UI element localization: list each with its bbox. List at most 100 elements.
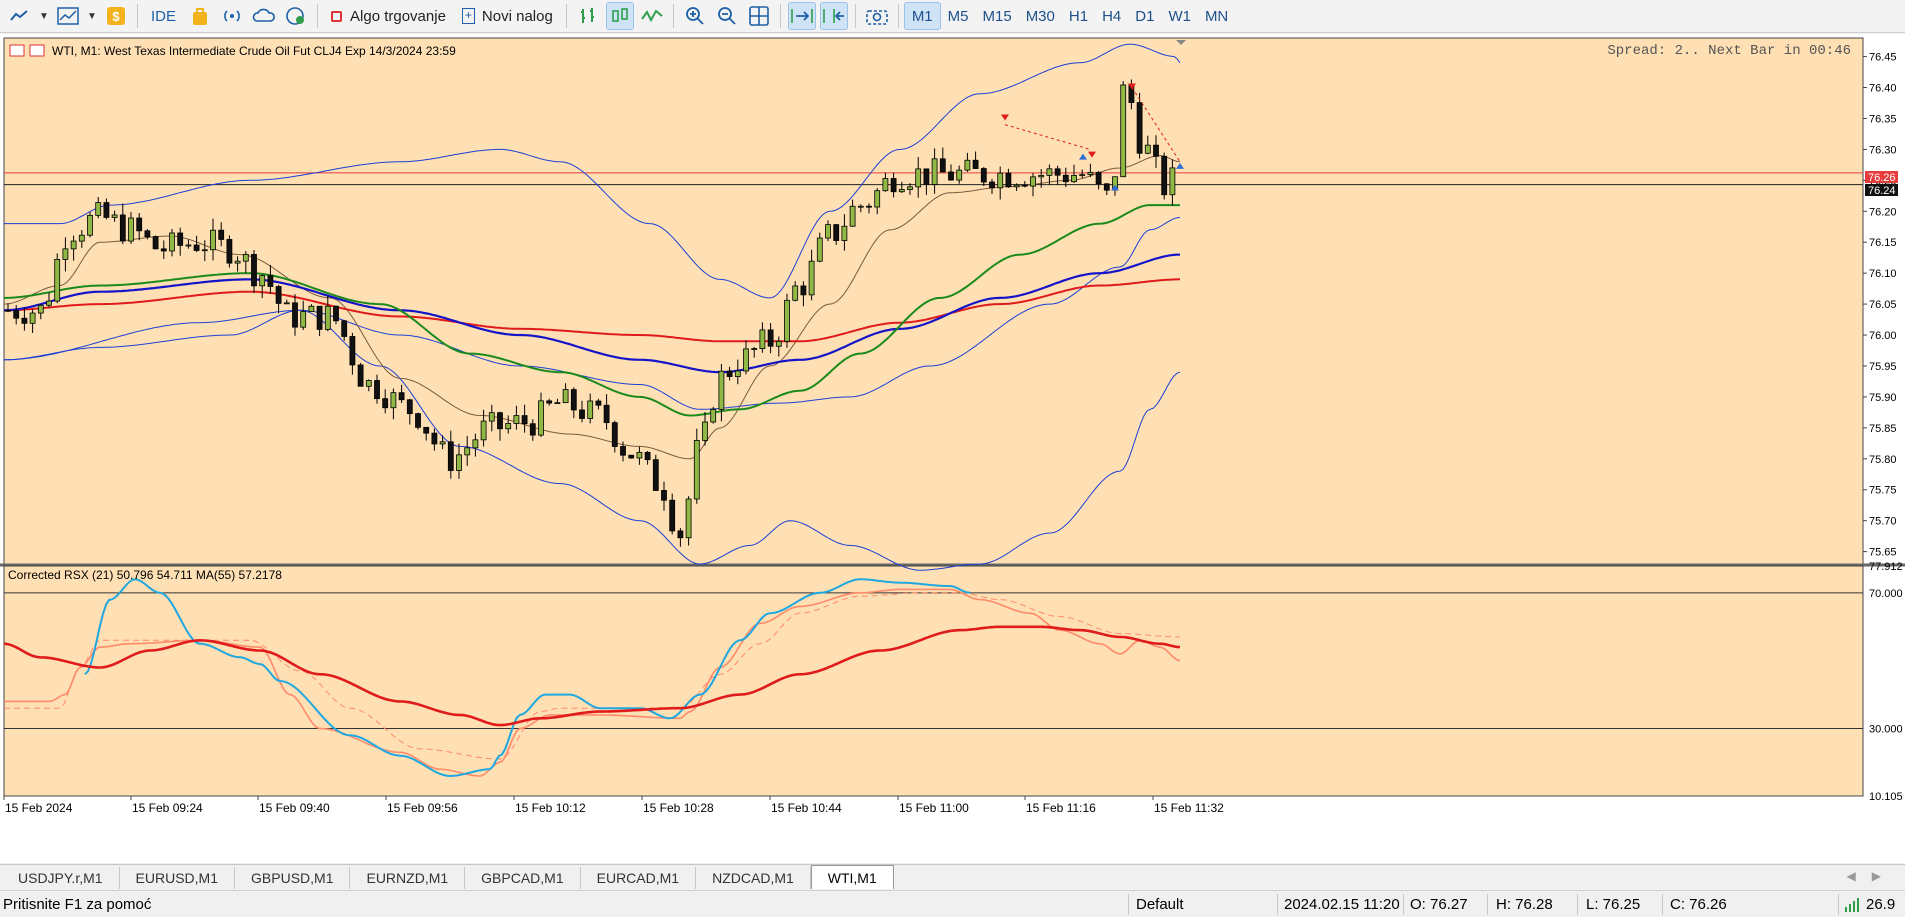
chart-list-icon[interactable] xyxy=(9,44,25,57)
symbol-tab[interactable]: WTI,M1 xyxy=(810,865,894,889)
globe-icon[interactable] xyxy=(282,2,310,30)
time-tick-label: 15 Feb 11:16 xyxy=(1026,801,1096,815)
chart-title: WTI, M1: West Texas Intermediate Crude O… xyxy=(52,44,456,58)
bull-candle xyxy=(964,159,971,171)
price-tick-label: 75.75 xyxy=(1869,485,1897,497)
bag-icon[interactable] xyxy=(186,2,214,30)
toolbar-separator xyxy=(317,4,319,28)
tab-scroll-arrows-icon[interactable]: ◀▶ xyxy=(1846,869,1897,883)
new-order-button[interactable]: + Novi nalog xyxy=(456,2,559,30)
zoom-out-icon[interactable] xyxy=(713,2,741,30)
sell-arrow-icon xyxy=(1001,114,1009,121)
bear-candle xyxy=(103,202,110,218)
price-tick-label: 75.90 xyxy=(1869,392,1897,404)
time-tick-label: 15 Feb 11:32 xyxy=(1154,801,1224,815)
timeframe-w1[interactable]: W1 xyxy=(1168,7,1191,25)
timeframe-m5[interactable]: M5 xyxy=(947,7,969,25)
chart-canvas[interactable]: 76.4576.4076.3576.3076.2576.2076.1576.10… xyxy=(0,34,1905,863)
price-tick-label: 76.00 xyxy=(1869,330,1897,342)
bear-candle xyxy=(726,370,733,377)
price-tag-ask: 76.24 xyxy=(1865,184,1898,197)
dropdown-arrow-icon[interactable]: ▼ xyxy=(87,10,97,22)
symbol-tab[interactable]: EURNZD,M1 xyxy=(350,867,466,889)
bull-candle xyxy=(324,305,331,330)
zoom-in-icon[interactable] xyxy=(681,2,709,30)
bull-candle xyxy=(242,254,249,262)
chart-shift-icon[interactable] xyxy=(819,2,848,30)
bear-candle xyxy=(989,181,995,189)
timeframe-d1[interactable]: D1 xyxy=(1135,7,1155,25)
bull-candle xyxy=(308,305,315,312)
timeframe-h1[interactable]: H1 xyxy=(1068,7,1089,25)
bull-candle xyxy=(685,498,692,539)
time-tick-label: 15 Feb 09:24 xyxy=(132,801,203,815)
bull-candle xyxy=(95,202,102,216)
price-tick-label: 76.15 xyxy=(1869,237,1897,249)
dropdown-arrow-icon[interactable]: ▼ xyxy=(39,10,49,22)
candlestick-chart-icon[interactable] xyxy=(605,2,634,30)
chart-type-icon[interactable] xyxy=(6,2,34,30)
signal-icon[interactable] xyxy=(218,2,246,30)
symbol-tab[interactable]: GBPCAD,M1 xyxy=(465,867,581,889)
time-tick-label: 15 Feb 10:44 xyxy=(771,801,842,815)
envelope-line xyxy=(4,217,1181,410)
line-chart-icon[interactable] xyxy=(638,2,666,30)
bull-candle xyxy=(300,311,307,328)
svg-text:$: $ xyxy=(112,9,120,24)
dollar-icon[interactable]: $ xyxy=(102,2,130,30)
price-tick-label: 75.70 xyxy=(1869,516,1897,528)
toolbar-separator xyxy=(779,4,781,28)
time-tick-label: 15 Feb 2024 xyxy=(5,801,73,815)
bull-candle xyxy=(283,302,290,305)
bear-candle xyxy=(423,426,430,434)
bear-candle xyxy=(5,309,11,312)
bull-candle xyxy=(472,439,479,449)
timeframe-m15[interactable]: M15 xyxy=(982,7,1012,25)
bull-candle xyxy=(931,158,938,185)
chart-properties-icon[interactable] xyxy=(29,44,45,57)
connection-signal-icon[interactable] xyxy=(1845,898,1859,916)
bull-candle xyxy=(898,189,905,193)
timeframe-m30[interactable]: M30 xyxy=(1025,7,1055,25)
bull-candle xyxy=(1169,167,1176,196)
bear-candle xyxy=(177,232,184,246)
bull-candle xyxy=(1144,144,1151,154)
symbol-tab[interactable]: USDJPY.r,M1 xyxy=(2,867,120,889)
profile-name[interactable]: Default xyxy=(1136,896,1184,913)
algo-trading-button[interactable]: Algo trgovanje xyxy=(325,2,452,30)
bull-candle xyxy=(997,172,1004,189)
tile-windows-icon[interactable] xyxy=(745,2,773,30)
bull-candle xyxy=(554,402,561,405)
status-separator xyxy=(1577,894,1578,915)
ide-button[interactable]: IDE xyxy=(151,7,177,25)
cloud-icon[interactable] xyxy=(250,2,278,30)
chart-area[interactable]: 76.4576.4076.3576.3076.2576.2076.1576.10… xyxy=(0,34,1905,863)
bear-candle xyxy=(939,158,946,173)
symbol-tab[interactable]: EURUSD,M1 xyxy=(120,867,236,889)
price-tick-label: 75.65 xyxy=(1869,547,1897,559)
bear-candle xyxy=(119,214,126,242)
symbol-tab[interactable]: EURCAD,M1 xyxy=(581,867,697,889)
bear-candle xyxy=(923,168,930,185)
bar-chart-icon[interactable] xyxy=(574,2,602,30)
bull-candle xyxy=(1071,174,1077,183)
bear-candle xyxy=(948,171,954,181)
bull-candle xyxy=(210,229,216,251)
auto-scroll-icon[interactable] xyxy=(787,2,816,30)
price-tick-label: 75.85 xyxy=(1869,423,1897,435)
toolbar-separator xyxy=(854,4,856,28)
timeframe-m1[interactable]: M1 xyxy=(903,2,941,30)
bear-candle xyxy=(382,398,389,409)
bear-candle xyxy=(595,400,602,406)
timeframe-mn[interactable]: MN xyxy=(1204,7,1229,25)
symbol-tab[interactable]: GBPUSD,M1 xyxy=(235,867,351,889)
indicator-label: Corrected RSX (21) 50.796 54.711 MA(55) … xyxy=(8,568,282,582)
signal-trendline xyxy=(1131,87,1181,163)
timeframe-h4[interactable]: H4 xyxy=(1102,7,1122,25)
symbol-tab[interactable]: NZDCAD,M1 xyxy=(696,867,811,889)
status-separator xyxy=(1838,894,1839,915)
screenshot-icon[interactable] xyxy=(863,2,891,30)
indicator-tick-label: 70.000 xyxy=(1869,588,1903,600)
bull-candle xyxy=(702,421,708,441)
chart-window-icon[interactable] xyxy=(54,2,82,30)
